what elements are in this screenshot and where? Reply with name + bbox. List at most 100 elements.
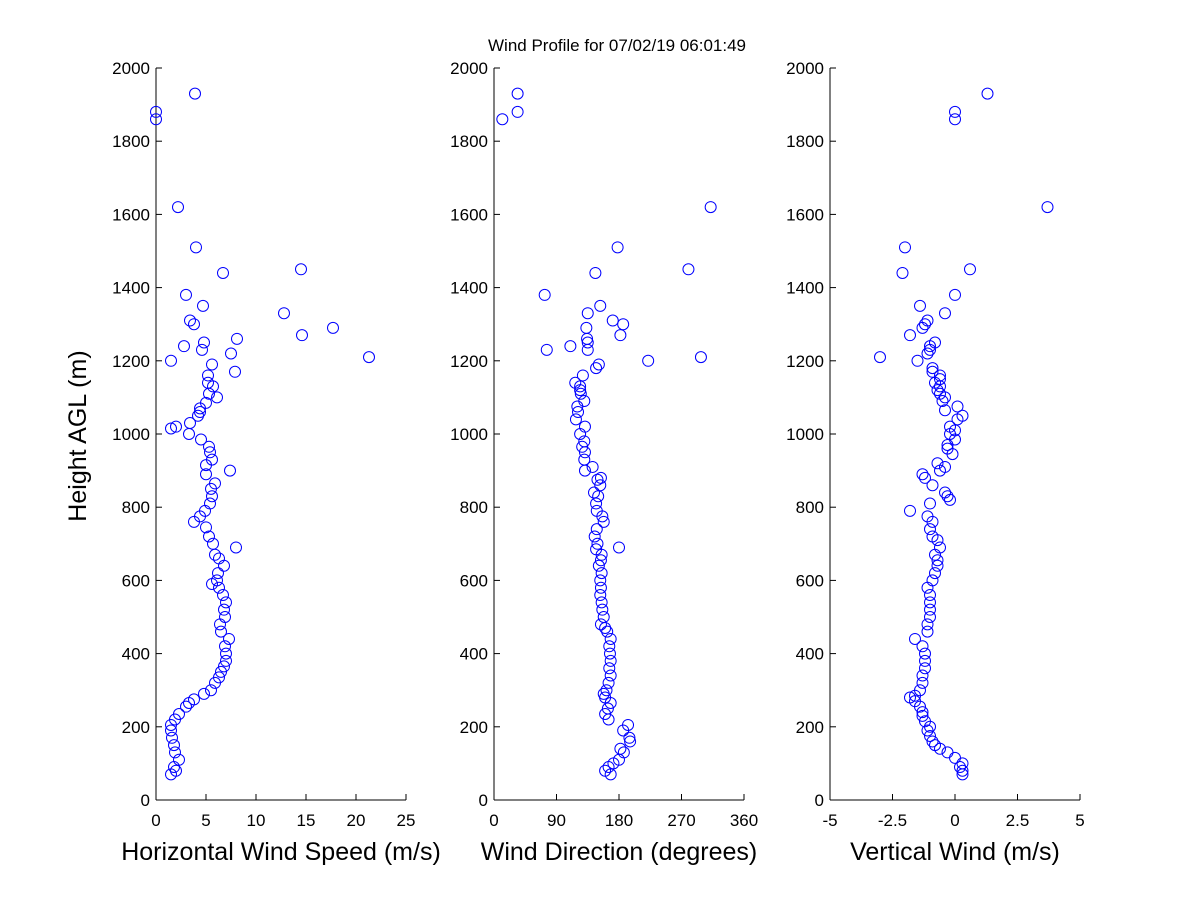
data-point <box>230 541 242 554</box>
data-point <box>218 603 230 616</box>
data-point <box>931 554 944 567</box>
data-point <box>588 530 601 543</box>
data-point <box>921 625 934 638</box>
data-point <box>926 530 939 543</box>
data-point <box>964 263 976 276</box>
data-point <box>924 611 936 623</box>
y-tick-label: 1200 <box>112 352 150 371</box>
data-point <box>580 321 593 334</box>
data-point <box>914 299 926 312</box>
data-point <box>213 671 225 684</box>
y-tick-label: 1000 <box>450 425 488 444</box>
data-point <box>606 314 619 327</box>
y-tick-label: 800 <box>460 498 488 517</box>
data-point <box>944 420 956 433</box>
chart-title: Wind Profile for 07/02/19 06:01:49 <box>488 36 746 55</box>
data-point <box>916 706 929 719</box>
x-tick-label: 0 <box>950 811 959 830</box>
data-point <box>168 739 180 752</box>
data-point <box>200 468 212 481</box>
data-point <box>180 700 192 713</box>
data-point <box>939 460 951 473</box>
data-point <box>200 396 212 409</box>
data-point <box>931 384 944 397</box>
data-point <box>496 113 509 126</box>
data-point <box>203 440 215 453</box>
y-axis-label: Height AGL (m) <box>64 350 92 521</box>
data-point <box>934 373 946 386</box>
data-point <box>197 299 209 312</box>
data-point <box>899 241 911 254</box>
data-point <box>202 369 214 382</box>
x-tick-label: 25 <box>397 811 416 830</box>
data-point <box>931 457 944 470</box>
data-point <box>540 343 553 356</box>
series-points <box>496 87 717 781</box>
data-point <box>592 559 605 572</box>
data-point <box>924 497 936 510</box>
y-tick-label: 1800 <box>786 132 824 151</box>
y-tick-label: 400 <box>122 645 150 664</box>
data-point <box>916 709 929 722</box>
x-tick-label: 5 <box>201 811 210 830</box>
data-point <box>295 263 307 276</box>
data-point <box>874 351 886 364</box>
data-point <box>188 693 200 706</box>
data-point <box>225 347 237 360</box>
data-point <box>209 477 221 490</box>
data-point <box>594 574 607 587</box>
data-point <box>601 702 614 715</box>
data-point <box>624 735 637 748</box>
data-point <box>919 471 931 484</box>
data-point <box>218 660 230 673</box>
data-point <box>924 589 936 602</box>
y-tick-label: 200 <box>460 718 488 737</box>
y-tick-label: 1000 <box>786 425 824 444</box>
data-point <box>911 354 924 367</box>
data-point <box>921 618 934 631</box>
data-point <box>213 581 225 594</box>
y-tick-label: 400 <box>460 645 488 664</box>
y-tick-label: 1600 <box>786 205 824 224</box>
panel-vertical: 0 200 400 600 800 1000 1200 1400 1600 1800 2000 -5 -… <box>786 59 1085 866</box>
data-point <box>597 611 610 623</box>
data-point <box>211 574 223 587</box>
data-point <box>949 288 961 301</box>
data-point <box>594 299 607 312</box>
series-points <box>150 87 375 781</box>
x-tick-label: 90 <box>547 811 566 830</box>
y-tick-label: 0 <box>479 791 488 810</box>
data-point <box>926 362 939 375</box>
y-tick-label: 2000 <box>450 59 488 78</box>
data-point <box>165 354 177 367</box>
data-point <box>931 559 944 572</box>
data-point <box>231 332 243 345</box>
x-tick-label: 270 <box>667 811 695 830</box>
data-point <box>220 647 232 660</box>
data-point <box>572 406 585 419</box>
y-tick-label: 1600 <box>450 205 488 224</box>
data-point <box>594 479 607 492</box>
data-point <box>212 567 224 580</box>
data-point <box>614 329 627 342</box>
data-point <box>203 530 215 543</box>
data-point <box>215 625 227 638</box>
data-point <box>916 669 929 682</box>
data-point <box>189 87 201 100</box>
y-tick-label: 1000 <box>112 425 150 444</box>
data-point <box>929 567 941 580</box>
data-point <box>150 105 162 118</box>
data-point <box>165 724 177 737</box>
data-point <box>921 510 934 523</box>
y-tick-label: 600 <box>460 571 488 590</box>
data-point <box>694 351 707 364</box>
data-point <box>296 329 308 342</box>
data-point <box>939 486 951 499</box>
data-point <box>597 687 610 700</box>
data-point <box>949 113 961 126</box>
data-point <box>178 340 190 353</box>
y-tick-label: 400 <box>796 645 824 664</box>
y-tick-label: 1800 <box>450 132 488 151</box>
data-point <box>213 552 225 565</box>
